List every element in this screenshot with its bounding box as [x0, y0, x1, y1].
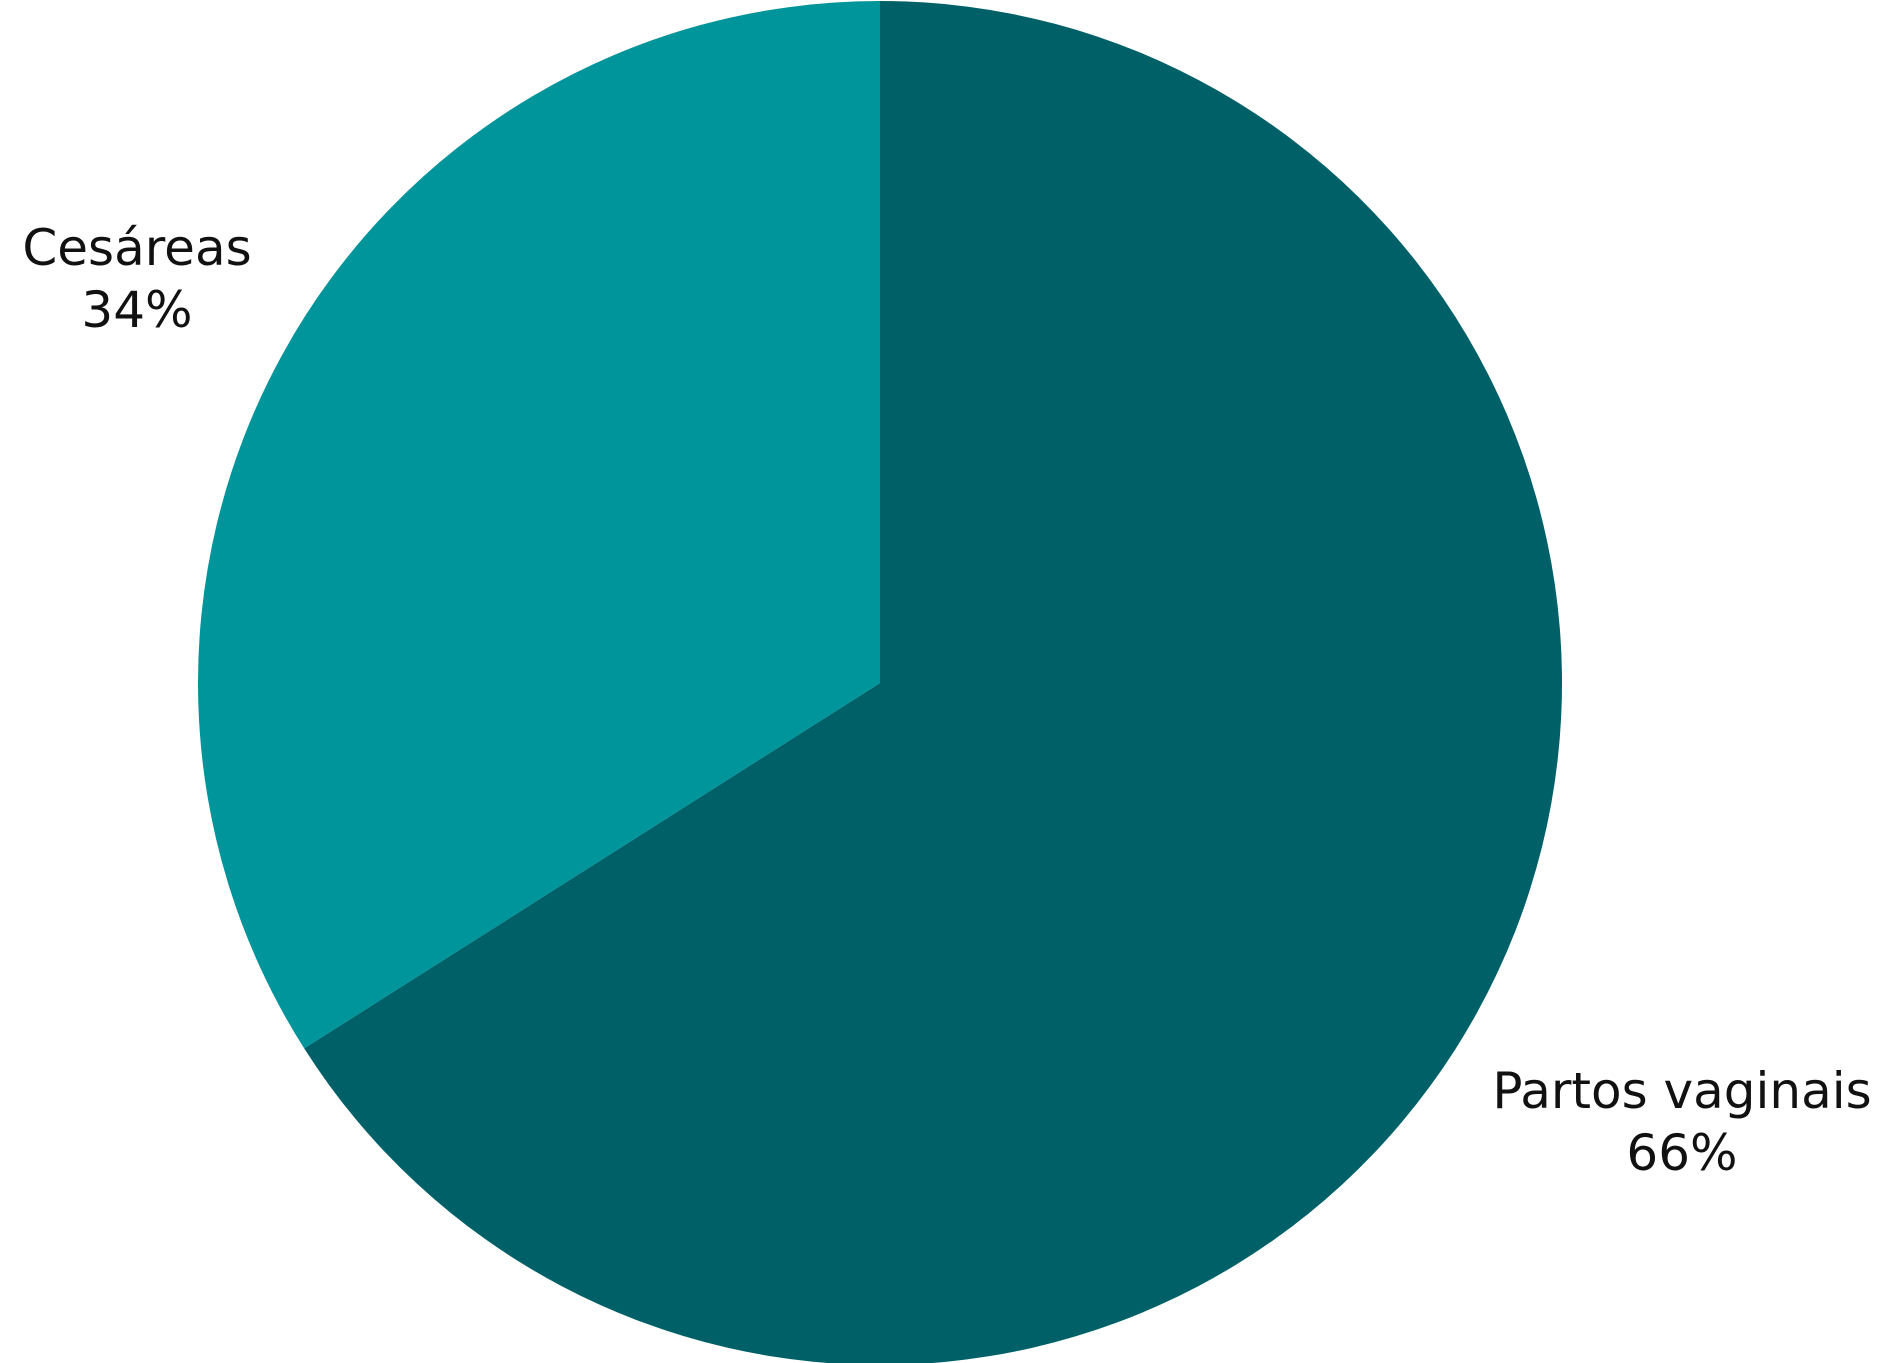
pie-slice-partos-vaginais — [304, 1, 1562, 1363]
slice-category-label: Cesáreas — [22, 219, 251, 277]
slice-value-label: 66% — [1626, 1124, 1737, 1182]
slice-value-label: 34% — [81, 281, 192, 339]
pie-slices — [198, 1, 1562, 1363]
slice-category-label: Partos vaginais — [1492, 1062, 1871, 1120]
pie-slice-ces-reas — [198, 1, 880, 1049]
